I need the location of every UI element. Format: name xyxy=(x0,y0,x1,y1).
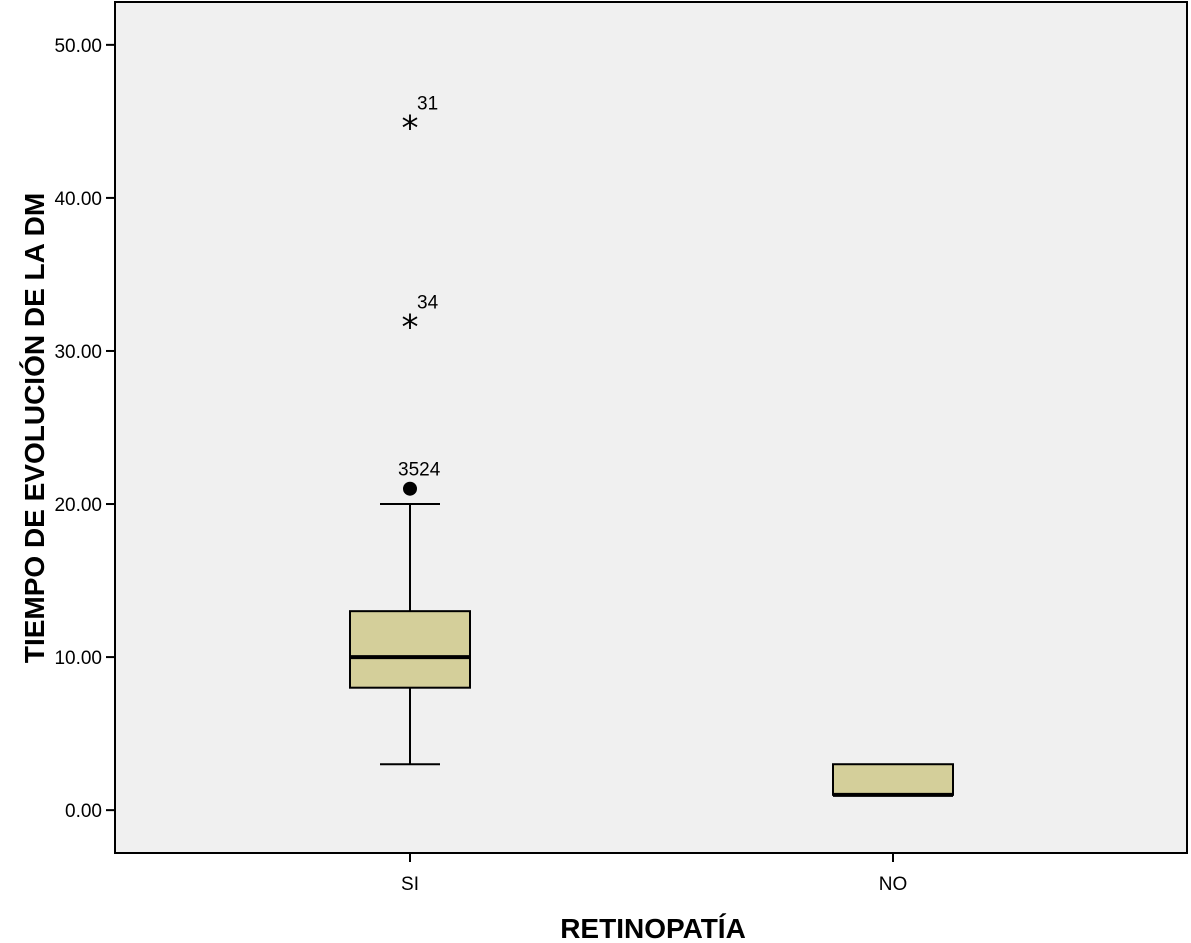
x-axis: SI NO xyxy=(401,853,907,895)
extreme-outlier-star: * xyxy=(402,307,419,347)
y-axis-title: TIEMPO DE EVOLUCIÓN DE LA DM xyxy=(19,193,50,663)
outlier-label: 31 xyxy=(417,93,438,114)
extreme-outlier-star: * xyxy=(402,108,419,148)
box-iqr xyxy=(349,610,471,689)
plot-area xyxy=(114,1,1188,854)
box-iqr xyxy=(832,763,954,796)
y-tick-label: 50.00 xyxy=(54,36,102,57)
outlier-point xyxy=(403,481,417,496)
boxes-layer: 3524*34*31 xyxy=(349,93,954,797)
x-tick-label: NO xyxy=(879,874,908,895)
y-axis: 0.00 10.00 20.00 30.00 40.00 50.00 xyxy=(54,36,115,822)
x-tick-label: SI xyxy=(401,874,419,895)
y-tick-label: 10.00 xyxy=(54,648,102,669)
y-tick-label: 40.00 xyxy=(54,189,102,210)
outlier-label: 3524 xyxy=(398,460,441,481)
box-group-si: 3524*34*31 xyxy=(349,93,471,766)
y-tick-label: 30.00 xyxy=(54,342,102,363)
y-tick-label: 20.00 xyxy=(54,495,102,516)
outlier-label: 34 xyxy=(417,292,439,313)
x-axis-title: RETINOPATÍA xyxy=(560,913,746,943)
y-tick-label: 0.00 xyxy=(65,801,102,822)
box-group-no xyxy=(832,763,954,797)
